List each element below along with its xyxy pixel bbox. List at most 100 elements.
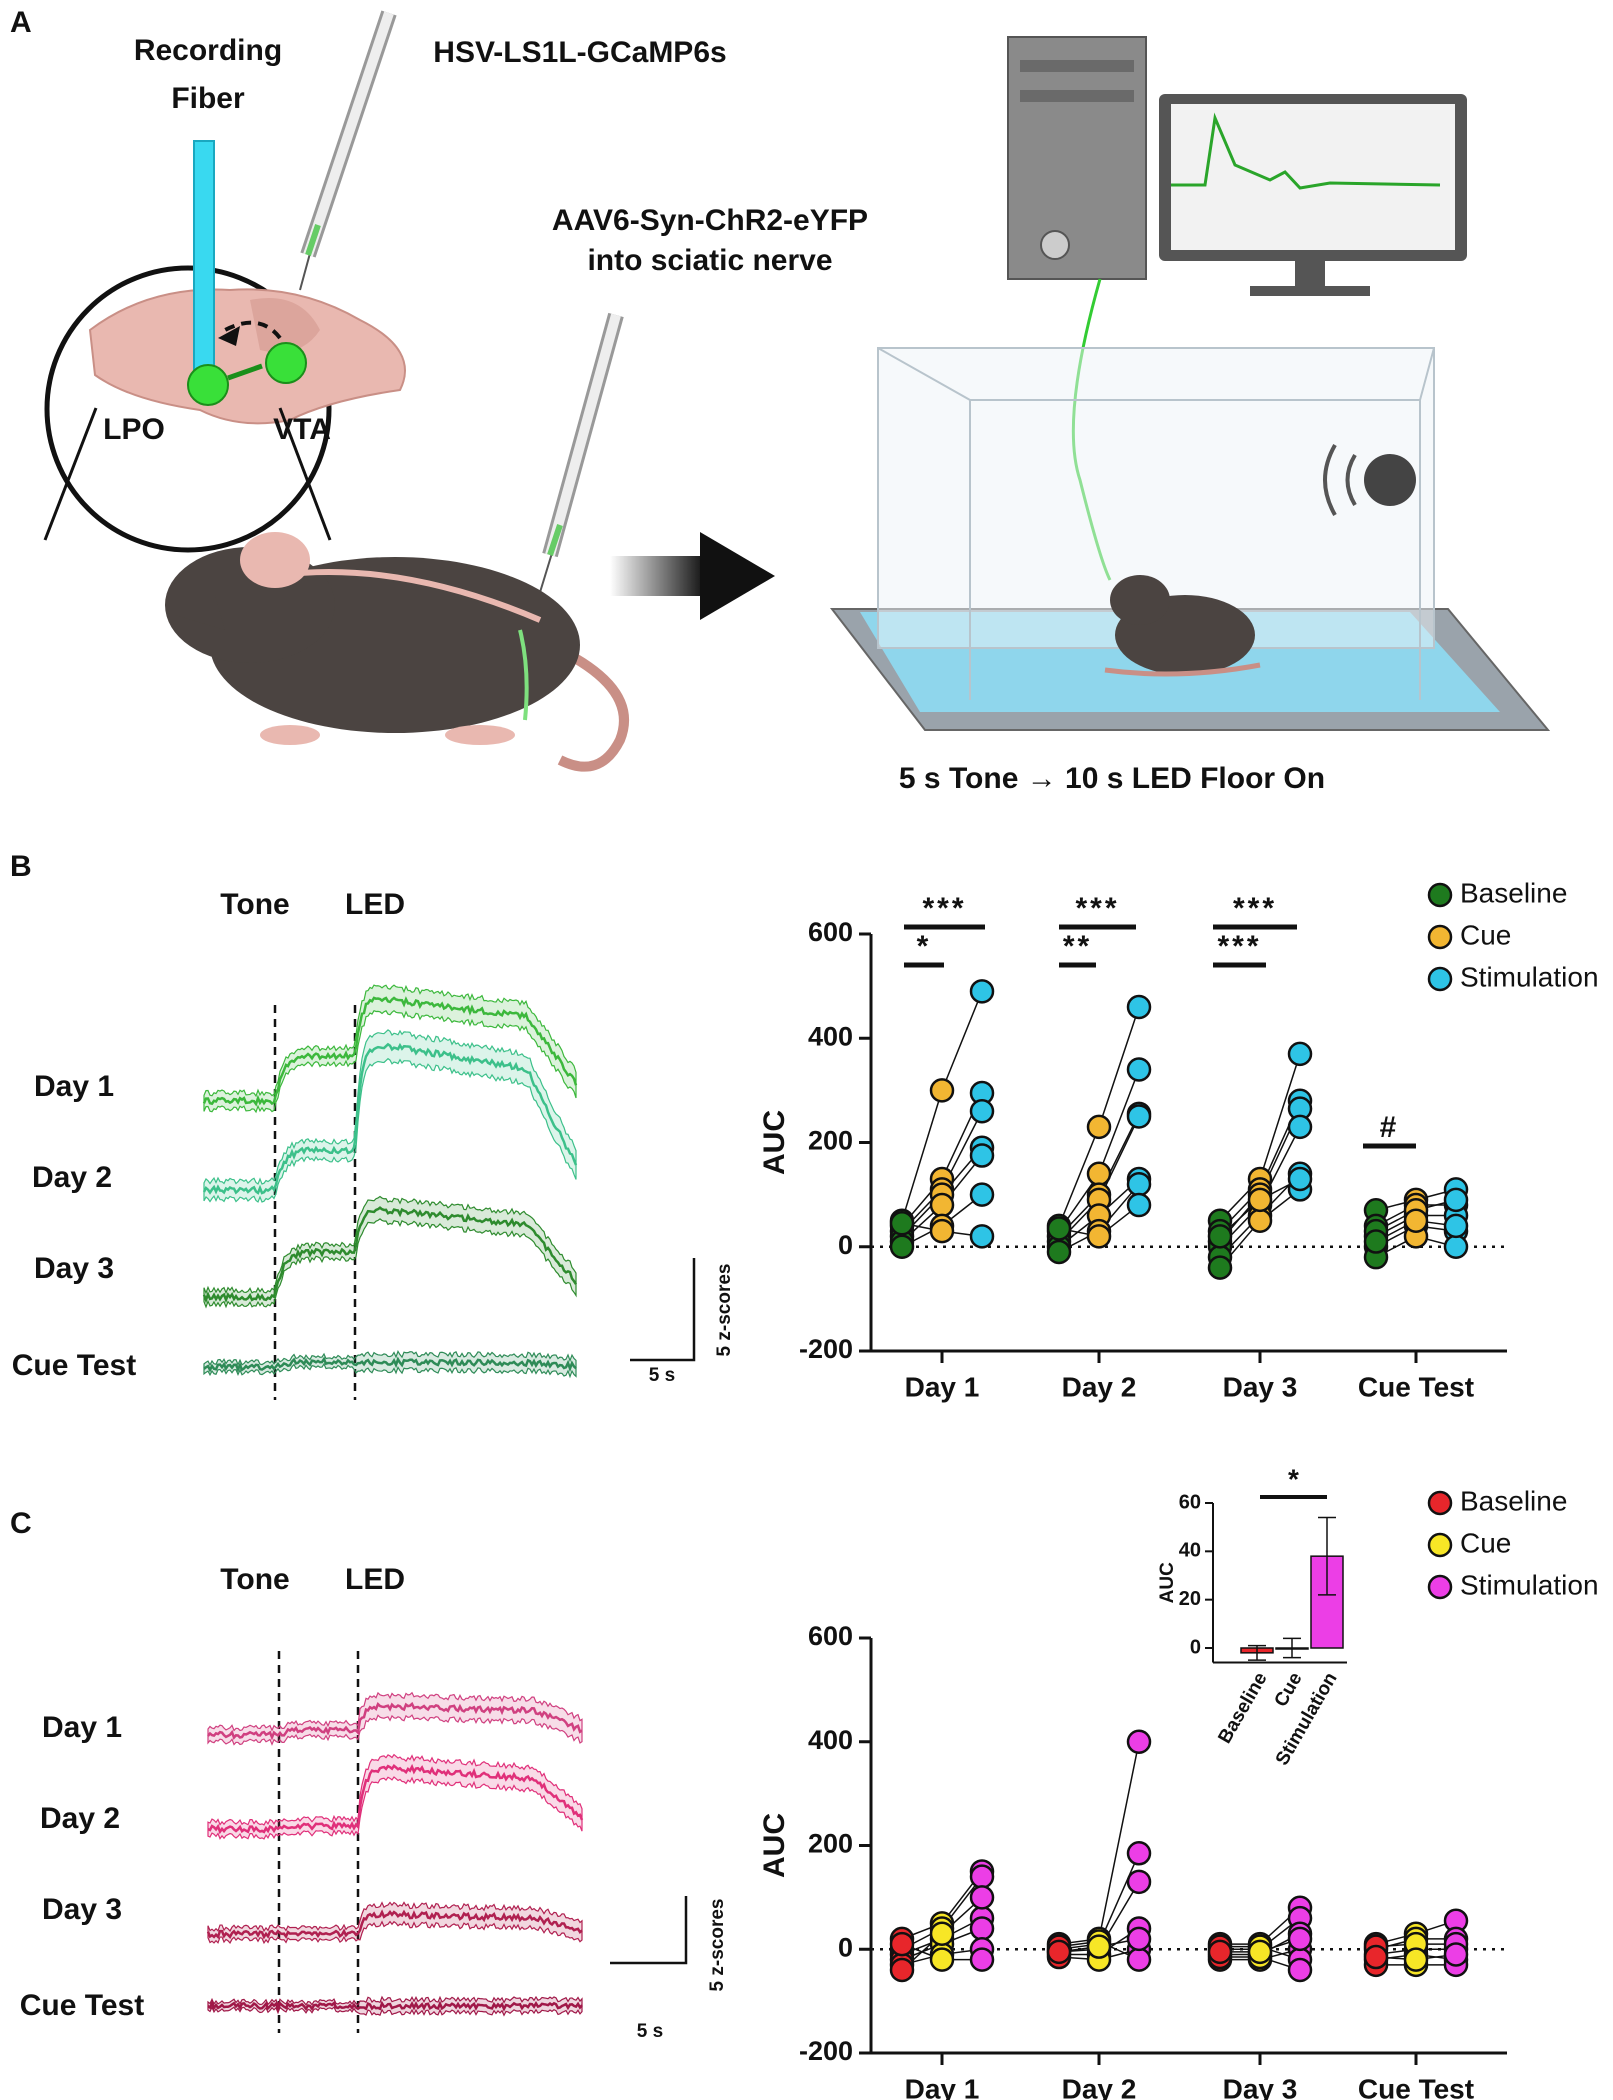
scale-label: 5 z-scores xyxy=(714,1264,735,1357)
region-label: LPO xyxy=(103,413,165,446)
y-tick-label: 60 xyxy=(1179,1491,1201,1513)
legend-marker xyxy=(1427,924,1453,950)
legend-marker xyxy=(1427,1574,1453,1600)
data-point xyxy=(969,1947,995,1972)
virus-label: into sciatic nerve xyxy=(587,244,832,277)
trace xyxy=(206,1909,583,1940)
data-point xyxy=(1126,1729,1152,1754)
trace xyxy=(202,1042,578,1195)
significance-label: *** xyxy=(1233,892,1277,925)
data-point xyxy=(1287,1957,1313,1983)
row-label: Day 1 xyxy=(42,1711,122,1744)
pair-line xyxy=(1058,1126,1100,1227)
fiber-label: Recording xyxy=(134,34,282,67)
data-point xyxy=(1363,1229,1389,1254)
data-point xyxy=(889,1234,915,1259)
legend-marker xyxy=(1427,1490,1453,1516)
legend-label: Baseline xyxy=(1460,877,1567,908)
trace xyxy=(202,996,578,1107)
x-tick-label: Day 2 xyxy=(1062,2073,1137,2100)
pair-line xyxy=(941,991,983,1091)
legend-label: Cue xyxy=(1460,1527,1511,1558)
data-point xyxy=(1443,1187,1469,1213)
x-tick-label: Cue xyxy=(1271,1669,1307,1711)
legend-label: Stimulation xyxy=(1460,1569,1599,1600)
row-label: Cue Test xyxy=(20,1989,144,2022)
chamber-illustration xyxy=(829,347,1551,731)
pair-line xyxy=(1098,1741,1140,1940)
x-tick-label: Day 2 xyxy=(1062,1371,1137,1402)
data-point xyxy=(1403,1208,1429,1233)
data-point xyxy=(1287,1166,1313,1192)
legend-label: Baseline xyxy=(1460,1485,1567,1516)
x-tick-label: Day 3 xyxy=(1223,2073,1298,2100)
y-tick-label: 40 xyxy=(1179,1540,1201,1562)
data-point xyxy=(969,1916,995,1941)
y-tick-label: 20 xyxy=(1179,1588,1201,1610)
panel-label: B xyxy=(10,850,32,883)
y-tick-label: 400 xyxy=(808,1725,853,1755)
scale-label: 5 s xyxy=(649,1365,675,1386)
event-label: LED xyxy=(345,1563,405,1596)
data-point xyxy=(1207,1224,1233,1249)
data-point xyxy=(1403,1947,1429,1972)
data-point xyxy=(969,1182,995,1207)
significance-label: # xyxy=(1380,1111,1400,1144)
data-point xyxy=(1086,1934,1112,1959)
panel-label: C xyxy=(10,1507,32,1540)
y-axis-label: AUC xyxy=(1157,1562,1178,1603)
significance-label: * xyxy=(1288,1463,1299,1494)
row-label: Day 3 xyxy=(34,1252,114,1285)
pair-line xyxy=(1098,1006,1140,1128)
data-point xyxy=(1287,1041,1313,1067)
y-tick-label: -200 xyxy=(799,1334,853,1364)
y-axis-label: AUC xyxy=(758,1813,791,1878)
trace-band xyxy=(203,1195,577,1309)
trace xyxy=(207,1763,584,1835)
data-point xyxy=(1247,1939,1273,1965)
error-bar xyxy=(1248,1644,1266,1661)
y-tick-label: 200 xyxy=(808,1829,853,1859)
data-point xyxy=(969,1098,995,1124)
data-point xyxy=(1363,1944,1389,1970)
data-point xyxy=(1126,1926,1152,1952)
y-tick-label: 0 xyxy=(1190,1636,1201,1658)
row-label: Day 2 xyxy=(40,1802,120,1835)
mouse-illustration xyxy=(165,532,629,772)
data-point xyxy=(1287,1114,1313,1140)
trace xyxy=(207,2000,583,2013)
data-point xyxy=(889,1211,915,1236)
data-point xyxy=(1443,1213,1469,1239)
event-label: Tone xyxy=(220,1563,289,1596)
data-point xyxy=(1126,1841,1152,1866)
data-point xyxy=(889,1957,915,1983)
data-point xyxy=(1443,1942,1469,1967)
data-point xyxy=(969,1885,995,1910)
y-tick-label: 400 xyxy=(808,1021,853,1051)
data-point xyxy=(1443,1234,1469,1259)
error-bar xyxy=(1318,1516,1336,1596)
y-tick-label: 200 xyxy=(808,1126,853,1156)
pair-line xyxy=(1098,1069,1140,1175)
data-point xyxy=(929,1078,955,1103)
syringe xyxy=(299,10,397,291)
virus-label: AAV6-Syn-ChR2-eYFP xyxy=(552,204,868,237)
y-tick-label: 600 xyxy=(808,1621,853,1651)
data-point xyxy=(889,1931,915,1957)
data-point xyxy=(929,1947,955,1972)
data-point xyxy=(1046,1239,1072,1265)
trace-band xyxy=(203,984,577,1114)
y-axis-label: AUC xyxy=(758,1110,791,1175)
significance-label: *** xyxy=(922,892,966,925)
x-tick-label: Baseline xyxy=(1214,1669,1271,1747)
data-point xyxy=(1126,1104,1152,1129)
event-label: LED xyxy=(345,888,405,921)
region-label: VTA xyxy=(273,413,331,446)
data-point xyxy=(1086,1114,1112,1140)
data-point xyxy=(969,1224,995,1249)
data-point xyxy=(929,1921,955,1946)
legend-marker xyxy=(1427,882,1453,908)
row-label: Cue Test xyxy=(12,1349,136,1382)
